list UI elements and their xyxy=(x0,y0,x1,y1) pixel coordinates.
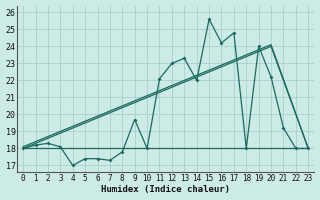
X-axis label: Humidex (Indice chaleur): Humidex (Indice chaleur) xyxy=(101,185,230,194)
